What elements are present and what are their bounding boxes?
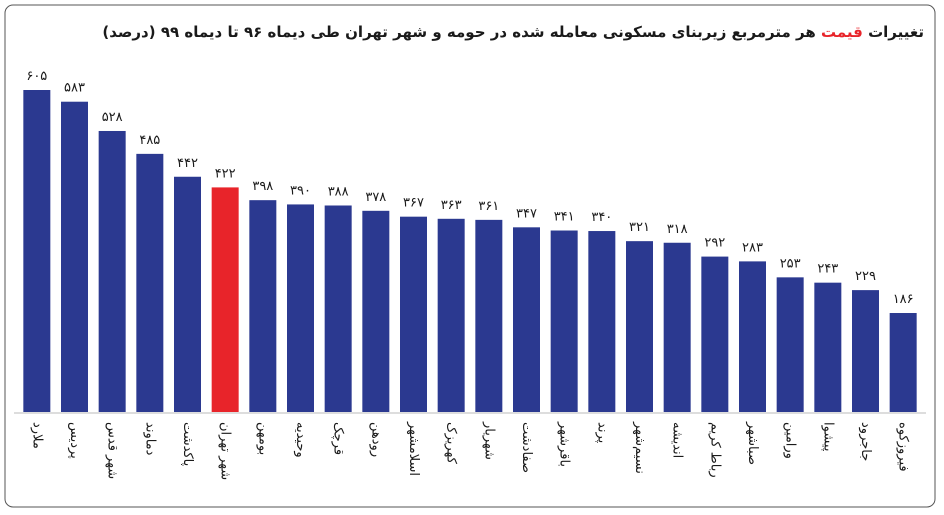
- value-label: ۳۶۱: [478, 199, 499, 214]
- bar: [513, 227, 540, 412]
- x-tick-label: شهریار: [481, 421, 496, 460]
- value-label: ۳۴۱: [554, 210, 575, 225]
- x-tick-label: قرچک: [331, 422, 346, 455]
- x-tick-label: رباط کریم: [707, 422, 722, 478]
- bar: [626, 241, 653, 412]
- bar: [287, 204, 314, 412]
- value-label: ۳۸۸: [328, 184, 349, 199]
- value-label: ۳۴۰: [591, 210, 612, 225]
- value-label: ۳۴۷: [516, 206, 537, 221]
- value-label: ۶۰۵: [26, 69, 47, 84]
- x-tick-label: شهر تهران: [218, 422, 233, 480]
- bar: [249, 200, 277, 412]
- bar: [475, 219, 503, 412]
- x-tick-label: صباشهر: [745, 421, 760, 465]
- bar: [889, 313, 917, 412]
- value-label: ۳۲۱: [629, 220, 650, 235]
- x-tick-label: ورامین: [783, 422, 798, 459]
- bar: [23, 90, 51, 412]
- title-part: هر مترمربع زیربنای مسکونی معامله شده در …: [102, 23, 821, 41]
- x-tick-label: نسیم‌شهر: [632, 421, 647, 474]
- x-tick-label: اسلامشهر: [406, 421, 421, 476]
- value-label: ۴۲۲: [215, 166, 236, 181]
- value-label: ۲۴۳: [817, 262, 838, 277]
- value-label: ۲۲۹: [855, 269, 876, 284]
- bar: [136, 153, 164, 412]
- x-tick-label: کهریزک: [444, 422, 459, 465]
- x-tick-label: پیشوا: [820, 422, 835, 452]
- value-label: ۵۲۸: [102, 110, 123, 125]
- value-label: ۳۱۸: [667, 222, 688, 237]
- x-tick-label: پردیس: [67, 422, 82, 459]
- x-tick-label: اندیشه: [670, 422, 685, 458]
- bar: [776, 277, 804, 412]
- value-label: ۲۹۲: [704, 236, 725, 251]
- bar: [550, 230, 578, 412]
- bar: [61, 101, 88, 412]
- value-label: ۱۸۶: [893, 292, 914, 307]
- title-part: تغییرات: [863, 23, 924, 41]
- bar: [174, 176, 201, 412]
- bar: [739, 261, 766, 412]
- x-tick-label: شهر قدس: [105, 422, 120, 479]
- title-part: قیمت: [821, 23, 863, 41]
- value-label: ۴۴۲: [177, 156, 198, 171]
- x-tick-label: پاکدشت: [180, 422, 195, 467]
- bar: [437, 218, 465, 412]
- x-tick-label: رودهن: [368, 422, 383, 457]
- bar: [98, 130, 126, 412]
- value-label: ۳۷۸: [365, 190, 386, 205]
- bar: [324, 205, 352, 412]
- value-label: ۲۵۳: [780, 256, 801, 271]
- bar: [814, 282, 842, 412]
- x-tick-label: بومهن: [255, 422, 270, 455]
- value-label: ۲۸۳: [742, 240, 763, 255]
- x-tick-label: صفادشت: [519, 422, 534, 473]
- bar: [400, 216, 427, 412]
- bar: [852, 290, 879, 412]
- x-tick-label: وحیدیه: [293, 422, 308, 458]
- value-label: ۳۶۳: [441, 198, 462, 213]
- x-tick-label: پرند: [594, 422, 609, 444]
- value-label: ۳۹۰: [290, 183, 311, 198]
- bar: [211, 187, 239, 412]
- bar: [588, 231, 616, 412]
- value-label: ۳۹۸: [252, 179, 273, 194]
- value-label: ۳۶۷: [403, 196, 424, 211]
- value-label: ۵۸۳: [64, 81, 85, 96]
- x-tick-label: باقرشهر: [557, 421, 572, 467]
- bar: [701, 256, 729, 412]
- x-tick-label: جاجرود: [858, 422, 873, 461]
- chart-title: تغییرات قیمت هر مترمربع زیربنای مسکونی م…: [102, 23, 924, 41]
- x-tick-label: فیروزکوه: [896, 422, 911, 472]
- value-label: ۴۸۵: [139, 133, 160, 148]
- x-tick-label: ملارد: [29, 422, 44, 449]
- x-tick-label: دماوند: [142, 422, 157, 456]
- bar: [362, 210, 390, 412]
- bar: [663, 242, 691, 412]
